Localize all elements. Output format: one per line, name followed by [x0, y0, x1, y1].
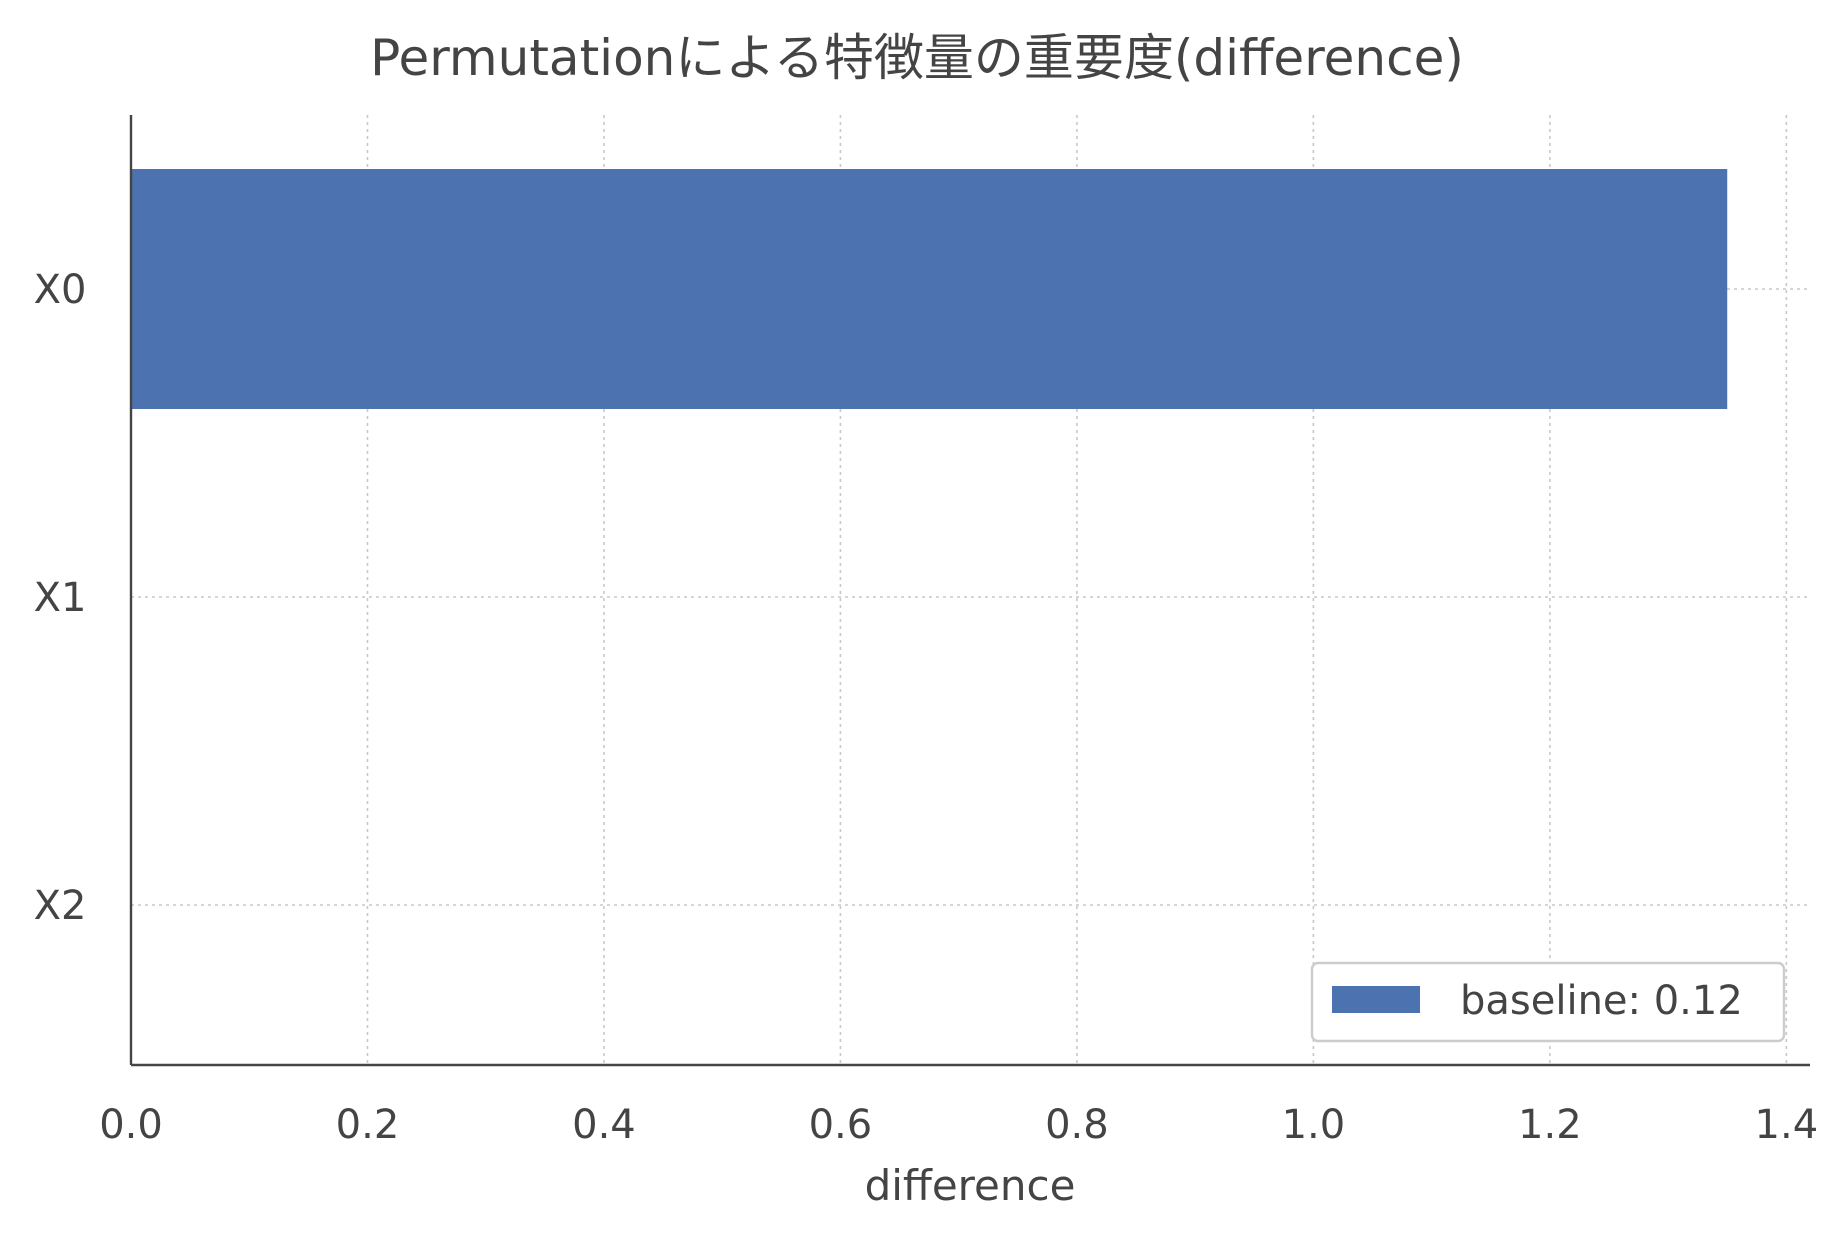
y-tick-label: X2	[34, 883, 87, 929]
x-tick-label: 0.2	[336, 1102, 400, 1148]
chart-title: Permutationによる特徴量の重要度(difference)	[370, 29, 1464, 87]
y-tick-label: X0	[34, 267, 87, 313]
bar-x0	[131, 169, 1728, 409]
x-tick-label: 0.4	[572, 1102, 636, 1148]
x-tick-labels: 0.0 0.2 0.4 0.6 0.8 1.0 1.2 1.4	[99, 1102, 1818, 1148]
legend-swatch	[1332, 986, 1420, 1013]
y-tick-label: X1	[34, 575, 87, 621]
legend-frame	[1310, 961, 1786, 1043]
x-tick-label: 0.8	[1045, 1102, 1109, 1148]
x-tick-label: 0.0	[99, 1102, 163, 1148]
y-tick-labels: X0 X1 X2	[34, 267, 87, 929]
legend: baseline: 0.12	[1310, 961, 1786, 1043]
x-axis-label: difference	[865, 1161, 1076, 1210]
legend-label: baseline: 0.12	[1460, 978, 1743, 1024]
x-tick-label: 0.6	[809, 1102, 873, 1148]
x-tick-label: 1.2	[1518, 1102, 1582, 1148]
x-tick-label: 1.4	[1755, 1102, 1819, 1148]
bar-layer	[131, 169, 1728, 409]
x-tick-label: 1.0	[1282, 1102, 1346, 1148]
